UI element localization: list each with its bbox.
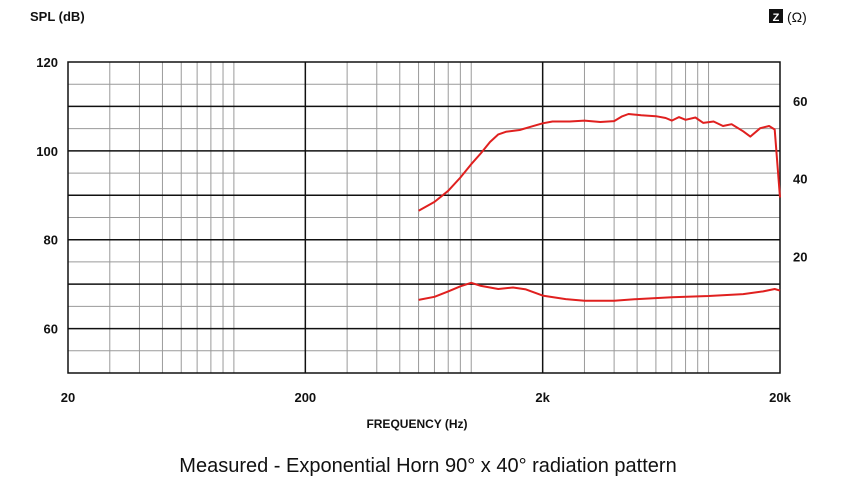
chart-caption: Measured - Exponential Horn 90° x 40° ra… [179, 455, 676, 477]
spl-curve [418, 113, 781, 212]
y-left-axis-label: SPL (dB) [30, 9, 85, 24]
x-tick-label: 20 [61, 390, 75, 405]
x-tick-labels: 20 200 2k 20k [61, 390, 792, 405]
y-left-tick-label: 120 [36, 55, 58, 70]
impedance-badge-letter: Z [773, 12, 780, 24]
y-left-tick-labels: 60 80 100 120 [36, 55, 58, 337]
x-tick-label: 200 [294, 390, 316, 405]
y-left-tick-label: 60 [44, 322, 58, 337]
plot-frame [67, 61, 781, 374]
grid-minor [68, 62, 780, 373]
y-right-tick-labels: 20 40 60 [793, 94, 807, 265]
y-right-tick-label: 60 [793, 94, 807, 109]
y-left-tick-label: 80 [44, 233, 58, 248]
y-right-tick-label: 40 [793, 172, 807, 187]
y-right-axis-unit: (Ω) [787, 9, 807, 25]
y-right-tick-label: 20 [793, 249, 807, 264]
y-left-tick-label: 100 [36, 144, 58, 159]
x-tick-label: 2k [535, 390, 550, 405]
x-axis-label: FREQUENCY (Hz) [366, 417, 467, 431]
impedance-badge [769, 9, 783, 23]
grid-major [68, 62, 780, 373]
impedance-curve [418, 281, 781, 302]
x-tick-label: 20k [769, 390, 791, 405]
series-layer [418, 113, 781, 302]
